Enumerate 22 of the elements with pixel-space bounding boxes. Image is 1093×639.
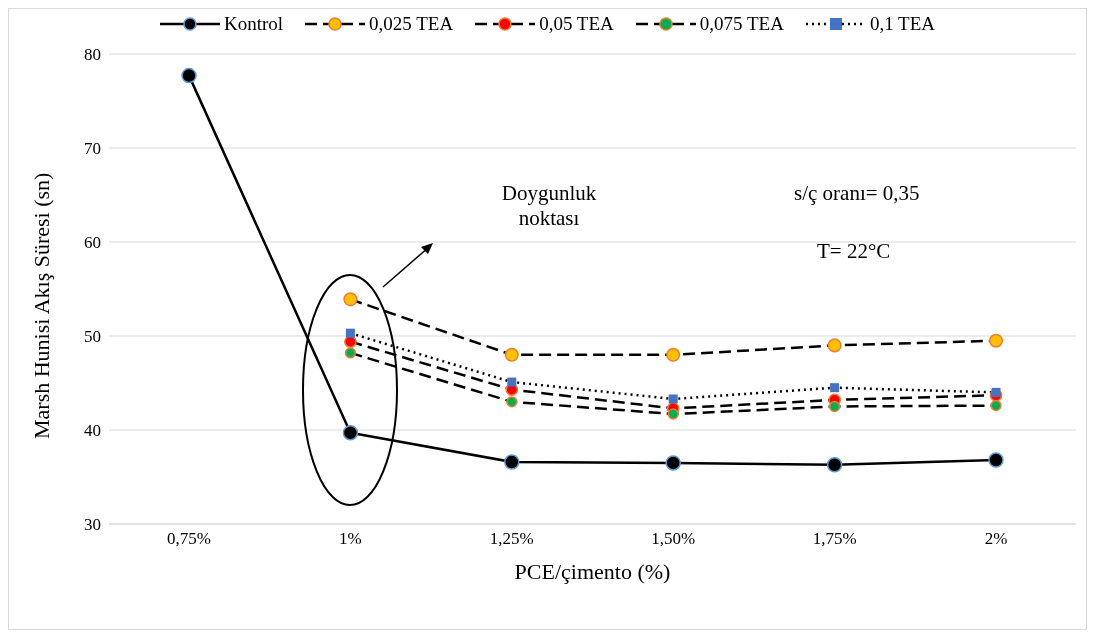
annotation: T= 22°C: [817, 239, 891, 264]
annotation: s/ç oranı= 0,35: [794, 181, 920, 206]
x-tick-label: 1,25%: [489, 529, 534, 549]
legend-label: 0,05 TEA: [539, 13, 614, 35]
legend-label: Kontrol: [224, 13, 284, 35]
y-tick-label: 30: [84, 515, 101, 535]
legend-label: 0,025 TEA: [369, 13, 454, 35]
y-tick-label: 70: [84, 139, 101, 159]
x-axis-title: PCE/çimento (%): [514, 559, 671, 584]
y-tick-label: 50: [84, 327, 101, 347]
x-tick-label: 1,50%: [651, 529, 696, 549]
y-axis-title: Marsh Hunisi Akış Süresi (sn): [28, 172, 54, 439]
legend-label: 0,1 TEA: [869, 13, 935, 35]
x-tick-label: 2%: [984, 529, 1008, 549]
y-tick-label: 40: [84, 421, 101, 441]
annotation: Doygunluk noktası: [500, 181, 598, 231]
y-tick-label: 60: [84, 233, 101, 253]
x-tick-label: 1,75%: [812, 529, 857, 549]
x-tick-label: 1%: [339, 529, 362, 549]
legend-label: 0,075 TEA: [699, 13, 784, 35]
x-tick-label: 0,75%: [167, 529, 211, 549]
y-tick-label: 80: [84, 45, 101, 65]
